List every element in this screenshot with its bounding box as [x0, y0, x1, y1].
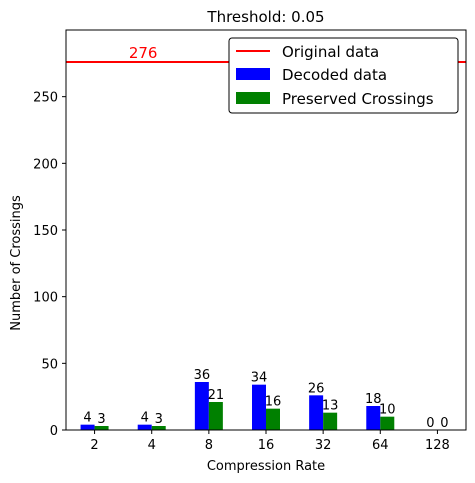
bar-preserved-crossings-4	[151, 426, 166, 430]
y-tick-label-150: 150	[33, 224, 58, 239]
data-label-preserved-crossings-128: 0	[440, 416, 448, 431]
data-label-preserved-crossings-4: 3	[155, 412, 163, 427]
x-tick-label-128: 128	[425, 438, 450, 453]
x-tick-label-2: 2	[90, 438, 98, 453]
bar-decoded-data-4	[137, 424, 152, 430]
data-label-decoded-data-2: 4	[83, 411, 91, 426]
legend-swatch-preserved-crossings	[236, 92, 270, 104]
bar-preserved-crossings-32	[323, 412, 338, 430]
y-tick-label-200: 200	[33, 157, 58, 172]
y-axis-label: Number of Crossings	[9, 195, 24, 331]
bar-decoded-data-8	[194, 382, 209, 430]
bar-decoded-data-32	[309, 395, 324, 430]
data-label-decoded-data-32: 26	[308, 381, 325, 396]
bar-preserved-crossings-64	[380, 416, 395, 430]
data-label-decoded-data-128: 0	[426, 416, 434, 431]
legend-swatch-decoded-data	[236, 68, 270, 80]
bar-decoded-data-2	[80, 424, 95, 430]
legend-label-decoded-data: Decoded data	[282, 66, 387, 84]
data-label-decoded-data-16: 34	[251, 371, 268, 386]
legend-label-original-data: Original data	[282, 43, 379, 61]
x-tick-label-8: 8	[205, 438, 213, 453]
y-tick-label-100: 100	[33, 291, 58, 306]
x-tick-label-4: 4	[148, 438, 156, 453]
y-tick-label-50: 50	[41, 357, 58, 372]
y-tick-label-250: 250	[33, 91, 58, 106]
reference-line-label: 276	[129, 44, 158, 62]
x-tick-label-16: 16	[258, 438, 275, 453]
bar-decoded-data-64	[366, 406, 381, 430]
data-label-decoded-data-64: 18	[365, 392, 382, 407]
bar-preserved-crossings-2	[94, 426, 109, 430]
data-label-preserved-crossings-2: 3	[97, 412, 105, 427]
data-label-preserved-crossings-64: 10	[379, 403, 396, 418]
y-tick-label-0: 0	[50, 424, 58, 439]
x-tick-label-32: 32	[315, 438, 332, 453]
chart-title: Threshold: 0.05	[206, 8, 324, 26]
data-label-preserved-crossings-16: 16	[265, 395, 282, 410]
data-label-preserved-crossings-8: 21	[208, 388, 225, 403]
bar-preserved-crossings-16	[266, 408, 280, 430]
legend: Original data Decoded data Preserved Cro…	[228, 37, 459, 114]
x-axis-label: Compression Rate	[207, 459, 325, 474]
bar-decoded-data-16	[252, 384, 266, 430]
x-tick-label-64: 64	[372, 438, 389, 453]
data-label-decoded-data-4: 4	[141, 411, 149, 426]
bar-preserved-crossings-8	[208, 402, 223, 430]
data-label-preserved-crossings-32: 13	[322, 399, 339, 414]
data-label-decoded-data-8: 36	[194, 368, 211, 383]
legend-frame	[228, 37, 459, 114]
legend-label-preserved-crossings: Preserved Crossings	[282, 90, 434, 108]
